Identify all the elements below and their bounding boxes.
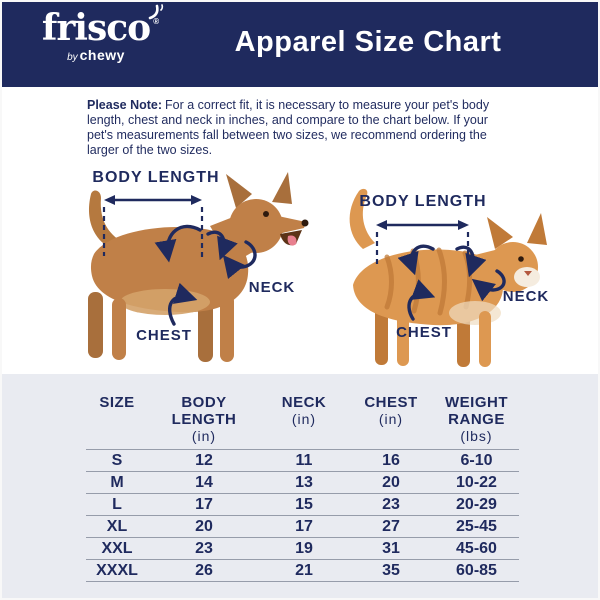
cat-body-length-label: BODY LENGTH	[359, 193, 487, 210]
registered-mark: ®	[153, 17, 159, 26]
size-row-xxxl: XXXL 26 21 35 60-85	[86, 559, 519, 582]
cell-size: L	[86, 493, 148, 516]
cell-weight-range: 10-22	[434, 471, 519, 494]
size-row-xxl: XXL 23 19 31 45-60	[86, 537, 519, 560]
dog-measurement-arrows	[102, 195, 257, 326]
logo-byline: by chewy	[36, 47, 156, 64]
page-title: Apparel Size Chart	[234, 26, 502, 58]
dog-neck-label: NECK	[248, 279, 296, 296]
col-header-weight-range: WEIGHT RANGE (lbs)	[434, 388, 519, 450]
cell-size: XXL	[86, 537, 148, 560]
cell-chest: 31	[348, 537, 434, 560]
cell-weight-range: 60-85	[434, 559, 519, 582]
cell-chest: 35	[348, 559, 434, 582]
col-label: NECK	[281, 394, 327, 411]
cell-size: XL	[86, 515, 148, 538]
cell-body-length: 26	[148, 559, 260, 582]
size-row-l: L 17 15 23 20-29	[86, 493, 519, 516]
cat-measurement-arrows	[375, 220, 506, 321]
col-unit: (in)	[191, 428, 217, 444]
fit-note: Please Note: For a correct fit, it is nec…	[87, 98, 515, 158]
cell-neck: 19	[260, 537, 348, 560]
note-line: larger of the two sizes.	[87, 143, 213, 157]
cell-neck: 21	[260, 559, 348, 582]
col-header-chest: CHEST (in)	[348, 388, 434, 450]
cell-chest: 20	[348, 471, 434, 494]
dog-body-length-label: BODY LENGTH	[92, 169, 220, 186]
col-label: SIZE	[99, 394, 135, 411]
cell-chest: 23	[348, 493, 434, 516]
col-unit: (lbs)	[460, 428, 493, 444]
header-bar: frisco ® by chewy Apparel Size Chart	[2, 2, 598, 87]
dog-chest-label: CHEST	[136, 327, 192, 344]
logo-tail-flourish	[148, 4, 164, 20]
col-label: BODY LENGTH	[171, 394, 237, 428]
cell-size: M	[86, 471, 148, 494]
cell-size: S	[86, 449, 148, 472]
size-row-m: M 14 13 20 10-22	[86, 471, 519, 494]
col-unit: (in)	[291, 411, 317, 427]
note-text: For a correct fit, it is necessary to me…	[165, 98, 490, 112]
logo-by-text: by	[67, 52, 78, 63]
cat-neck-label: NECK	[502, 288, 550, 305]
cell-body-length: 14	[148, 471, 260, 494]
cell-neck: 11	[260, 449, 348, 472]
cell-weight-range: 25-45	[434, 515, 519, 538]
cell-body-length: 12	[148, 449, 260, 472]
col-unit: (in)	[378, 411, 404, 427]
note-line: length, chest and neck in inches, and co…	[87, 113, 488, 127]
cell-neck: 15	[260, 493, 348, 516]
note-label: Please Note:	[87, 98, 163, 112]
cell-body-length: 17	[148, 493, 260, 516]
content-area: Please Note: For a correct fit, it is nec…	[2, 87, 598, 374]
cell-weight-range: 20-29	[434, 493, 519, 516]
cell-size: XXXL	[86, 559, 148, 582]
size-table: SIZE BODY LENGTH (in) NECK (in) CHEST (i…	[86, 388, 519, 582]
cell-chest: 16	[348, 449, 434, 472]
logo-text: frisco	[41, 7, 151, 49]
size-row-s: S 12 11 16 6-10	[86, 449, 519, 472]
logo-brand-text: chewy	[79, 47, 125, 63]
dog-measurement-figure: BODY LENGTH NECK CHEST	[60, 164, 310, 370]
col-header-size: SIZE	[86, 388, 148, 450]
col-label: WEIGHT RANGE	[445, 394, 508, 428]
logo-wordmark: frisco ®	[41, 4, 164, 49]
cell-neck: 17	[260, 515, 348, 538]
cell-body-length: 20	[148, 515, 260, 538]
col-header-neck: NECK (in)	[260, 388, 348, 450]
cell-neck: 13	[260, 471, 348, 494]
cell-chest: 27	[348, 515, 434, 538]
cat-measurement-figure: BODY LENGTH NECK CHEST	[335, 185, 580, 370]
size-table-section: SIZE BODY LENGTH (in) NECK (in) CHEST (i…	[2, 374, 598, 598]
size-row-xl: XL 20 17 27 25-45	[86, 515, 519, 538]
size-table-header-row: SIZE BODY LENGTH (in) NECK (in) CHEST (i…	[86, 388, 519, 450]
frisco-logo: frisco ® by chewy	[36, 4, 164, 64]
col-header-body-length: BODY LENGTH (in)	[148, 388, 260, 450]
note-line: Please Note: For a correct fit, it is nec…	[87, 98, 515, 113]
cell-weight-range: 45-60	[434, 537, 519, 560]
cell-weight-range: 6-10	[434, 449, 519, 472]
cell-body-length: 23	[148, 537, 260, 560]
note-line: pet's measurements fall between two size…	[87, 128, 487, 142]
cat-chest-label: CHEST	[396, 324, 452, 341]
col-label: CHEST	[364, 394, 418, 411]
